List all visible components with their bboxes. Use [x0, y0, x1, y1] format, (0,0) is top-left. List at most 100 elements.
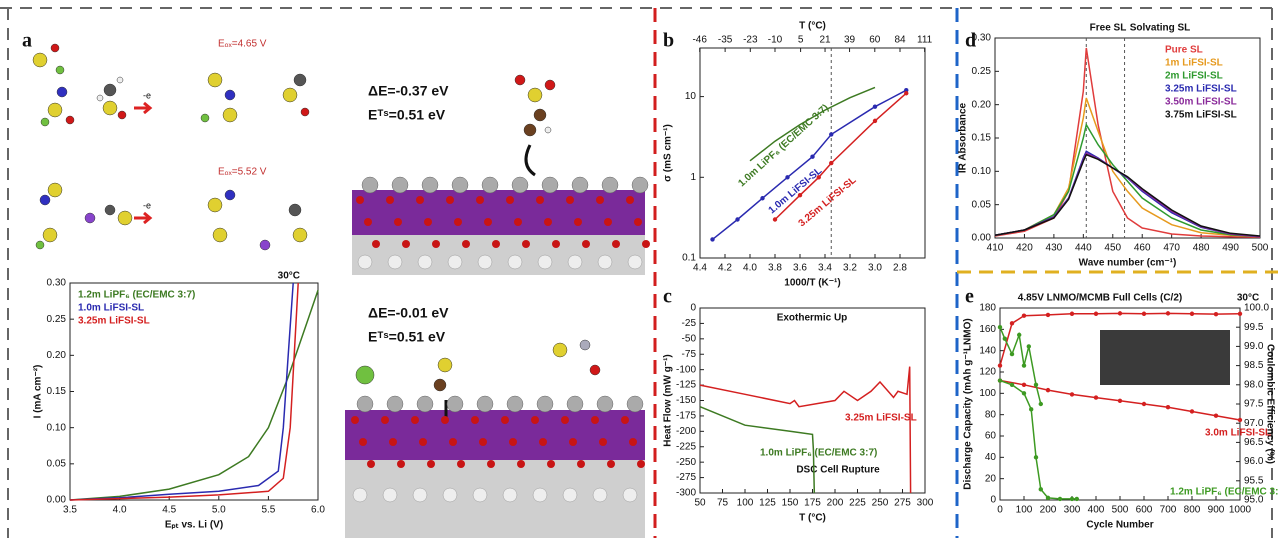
atom [537, 254, 553, 270]
series-line [994, 122, 1261, 238]
chart-title: Exothermic Up [777, 313, 848, 324]
data-point [772, 217, 778, 222]
legend-entry: 1.2m LiPF₆ (EC/EMC 3:7) [78, 290, 195, 301]
x-tick-label: 410 [987, 243, 1004, 254]
x-tick-label: 4.0 [113, 505, 127, 516]
atom [441, 416, 449, 424]
x-tick-label: 5.5 [261, 505, 275, 516]
y2-tick-label: 95.5 [1244, 475, 1264, 486]
atom [536, 196, 544, 204]
atom [514, 74, 526, 86]
x2-tick-label: 21 [819, 35, 831, 46]
y2-tick-label: 98.5 [1244, 360, 1264, 371]
data-point [1021, 363, 1027, 368]
atom [446, 196, 454, 204]
x-tick-label: 450 [1104, 243, 1121, 254]
atom [442, 487, 458, 503]
data-point [1002, 336, 1007, 341]
x-axis-label: Cycle Number [1086, 520, 1153, 531]
data-point [1017, 332, 1022, 338]
atom [582, 240, 590, 248]
y2-tick-label: 99.5 [1244, 322, 1264, 333]
atom [514, 218, 522, 226]
y-tick-label: 0.25 [47, 314, 67, 325]
x2-tick-label: -35 [718, 35, 733, 46]
y-tick-label: -150 [676, 395, 696, 406]
atom [571, 176, 589, 194]
legend-entry: 1.0m LiFSI-SL [78, 303, 144, 314]
plot-frame [699, 47, 926, 259]
data-point [1074, 496, 1080, 502]
data-point [810, 154, 815, 159]
atom [96, 94, 104, 102]
atom [386, 196, 394, 204]
x-tick-label: 4.5 [162, 505, 176, 516]
x-tick-label: 600 [1136, 505, 1153, 516]
atom [544, 79, 556, 91]
series-label: 3.25m LiFSI-SL [845, 413, 917, 424]
legend-entry: 3.25m LiFSI-SL [78, 316, 150, 327]
y-tick-label: 60 [985, 431, 997, 442]
data-point [829, 160, 834, 166]
y-axis-label: Heat Flow (mW g⁻¹) [663, 354, 674, 447]
series-line [699, 406, 816, 494]
atom [629, 438, 637, 446]
atom [447, 254, 463, 270]
atom [102, 100, 118, 116]
y-tick-label: 0.05 [47, 458, 67, 469]
atom [531, 416, 539, 424]
atom [574, 218, 582, 226]
data-point [1021, 391, 1027, 396]
y-axis-label: IR Absorbance [958, 102, 969, 173]
data-point [1033, 455, 1039, 460]
atom [424, 218, 432, 226]
atom [212, 227, 228, 243]
atom [589, 364, 601, 376]
series-label: 3.0m LiFSI-SL [1205, 428, 1271, 439]
annotation: 30°C [1237, 293, 1259, 304]
atom [40, 117, 50, 127]
atom [50, 43, 60, 53]
series-line [774, 92, 907, 221]
slab [352, 190, 645, 235]
atom [381, 416, 389, 424]
y-tick-label: 140 [979, 345, 996, 356]
x-tick-label: 480 [1193, 243, 1210, 254]
atom [487, 460, 495, 468]
atom [476, 196, 484, 204]
atom [539, 438, 547, 446]
y-axis-label: σ (mS cm⁻¹) [663, 124, 674, 182]
x-tick-label: 100 [1016, 505, 1033, 516]
atom [351, 416, 359, 424]
atom [472, 487, 488, 503]
atom [357, 254, 373, 270]
x2-tick-label: 5 [798, 35, 804, 46]
atom [359, 438, 367, 446]
atom [626, 196, 634, 204]
atom [523, 123, 537, 137]
atom [446, 395, 464, 413]
data-point [1009, 321, 1015, 326]
data-point [1117, 398, 1123, 403]
atom [39, 194, 51, 206]
x-tick-label: 4.2 [718, 263, 732, 274]
legend-entry: 3.75m LiFSI-SL [1165, 110, 1237, 121]
atom [536, 395, 554, 413]
x-tick-label: 0 [997, 505, 1003, 516]
y-tick-label: 1 [690, 172, 696, 183]
y-tick-label: 120 [979, 367, 996, 378]
atom [104, 204, 116, 216]
series-line [994, 153, 1261, 237]
atom [604, 218, 612, 226]
annotation: DSC Cell Rupture [796, 465, 880, 476]
atom [522, 240, 530, 248]
data-point [1038, 401, 1044, 407]
atom [207, 197, 223, 213]
atom [292, 227, 308, 243]
x2-tick-label: 60 [869, 35, 881, 46]
x-axis-label: 1000/T (K⁻¹) [784, 278, 840, 289]
x2-tick-label: -10 [768, 35, 783, 46]
atom [607, 460, 615, 468]
data-point [816, 175, 821, 180]
panel-label: c [663, 286, 672, 308]
